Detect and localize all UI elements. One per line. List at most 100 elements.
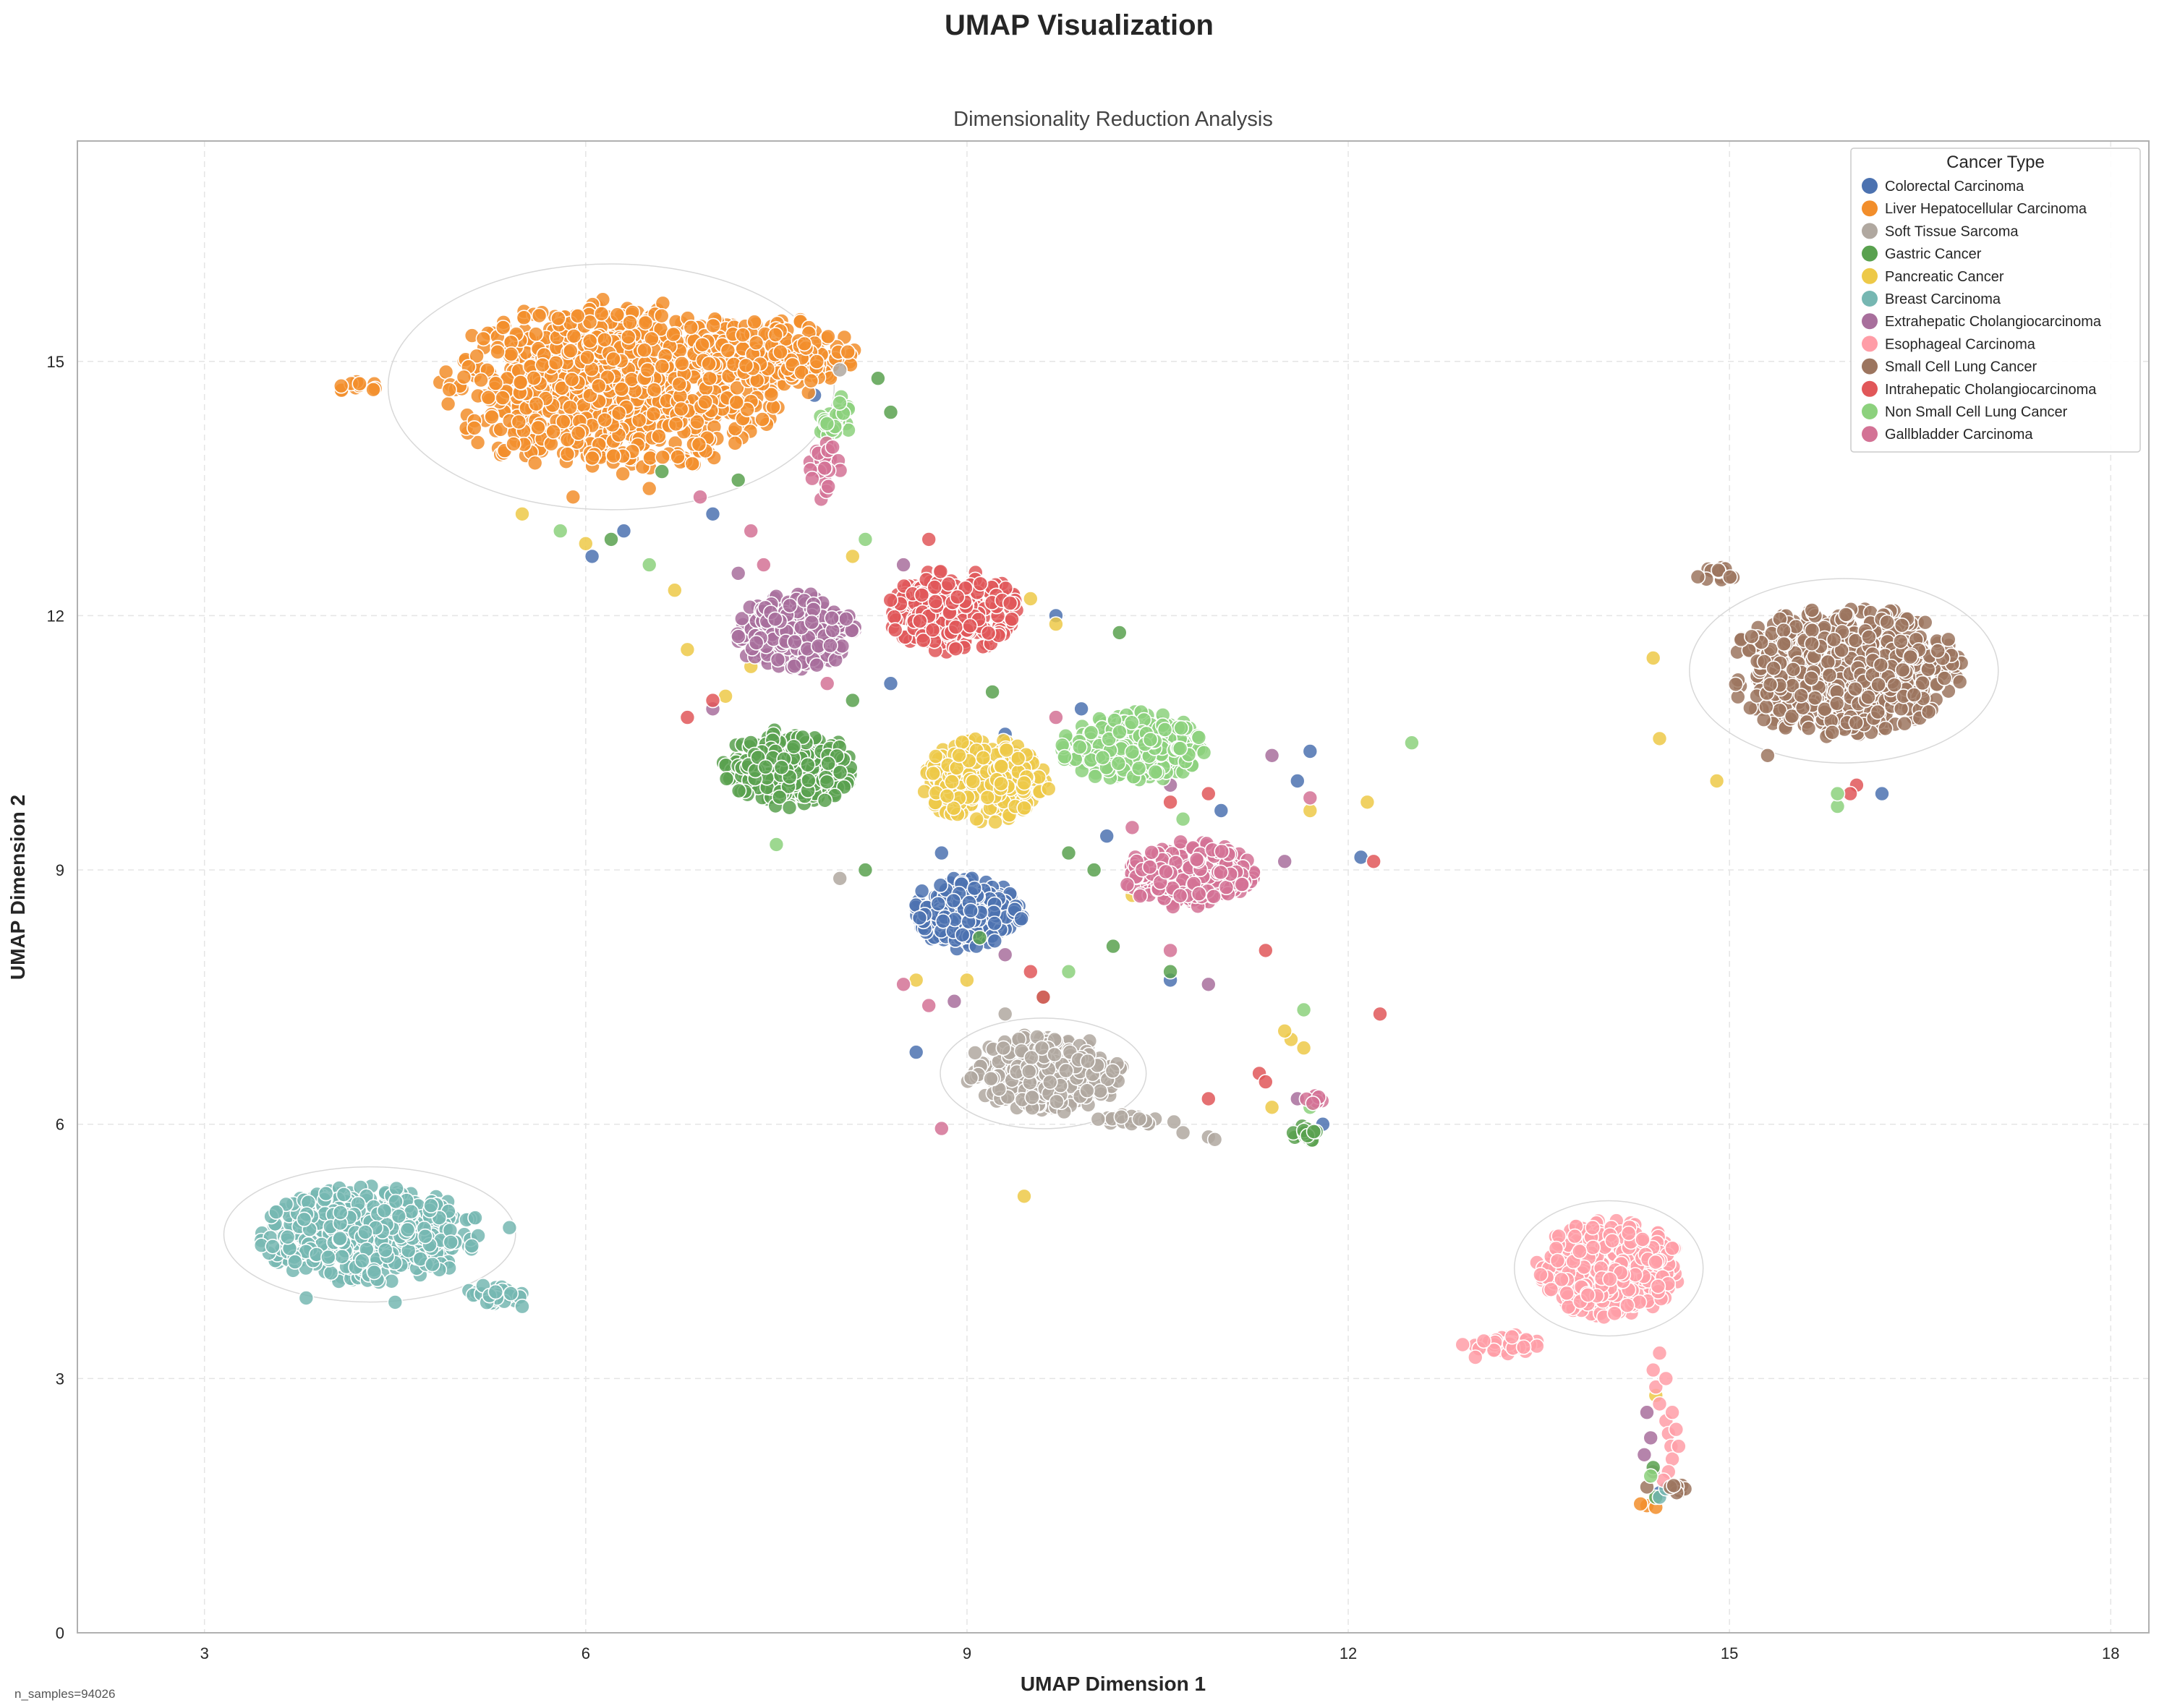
data-point [804, 614, 820, 631]
data-point [730, 565, 746, 581]
data-point [653, 307, 670, 324]
data-point [593, 306, 610, 322]
data-point [1041, 781, 1057, 797]
data-point [1804, 602, 1820, 618]
data-point [697, 394, 714, 410]
data-point [512, 374, 529, 390]
data-point [365, 381, 381, 398]
data-point [702, 370, 718, 387]
data-point [1048, 616, 1064, 632]
data-point [914, 883, 930, 899]
data-point [1902, 649, 1919, 665]
data-point [366, 1264, 383, 1281]
data-point [684, 456, 701, 472]
data-point [748, 335, 765, 351]
data-point [487, 1284, 504, 1300]
data-point [1870, 677, 1886, 693]
data-point [800, 757, 816, 773]
data-point [968, 811, 984, 827]
data-point [1602, 1271, 1618, 1287]
data-point [796, 336, 812, 352]
figure-suptitle: UMAP Visualization [945, 9, 1214, 41]
data-point [822, 637, 838, 654]
data-point [1213, 803, 1230, 819]
data-point [995, 1040, 1012, 1056]
data-point [1175, 1124, 1191, 1141]
data-point [1306, 1124, 1322, 1140]
data-point [1758, 699, 1774, 715]
data-point [730, 472, 746, 488]
data-point [1941, 631, 1956, 648]
data-point [1722, 569, 1738, 585]
data-point [1893, 633, 1909, 649]
data-point [738, 357, 754, 374]
data-point [1302, 743, 1319, 759]
data-point [1585, 1239, 1601, 1255]
data-point [1847, 680, 1863, 697]
data-point [1636, 1447, 1653, 1463]
data-point [490, 343, 506, 360]
data-point [466, 420, 482, 436]
data-point [1277, 853, 1293, 870]
data-point [939, 788, 955, 804]
cluster-outlines [223, 263, 1999, 1337]
data-point [1475, 1333, 1492, 1349]
data-point [639, 362, 656, 378]
data-point [934, 845, 950, 861]
data-point [1162, 963, 1178, 980]
data-point [637, 315, 654, 331]
data-point [1804, 622, 1821, 639]
data-point [287, 1254, 303, 1270]
data-point [748, 635, 765, 651]
data-point [666, 582, 683, 599]
data-point [832, 362, 848, 378]
data-point [514, 505, 530, 522]
data-point [605, 351, 621, 367]
data-point [503, 346, 519, 362]
data-point [1131, 1111, 1148, 1127]
data-point [268, 1204, 284, 1220]
data-point [265, 1239, 281, 1255]
data-point [1632, 1496, 1648, 1512]
data-point [1468, 1349, 1483, 1365]
data-point [1886, 677, 1902, 693]
data-point [1105, 938, 1121, 955]
data-point [579, 349, 595, 366]
data-point [577, 535, 594, 552]
data-point [757, 759, 774, 775]
data-point [320, 1249, 336, 1265]
data-point [597, 332, 613, 348]
data-point [279, 1229, 296, 1245]
data-point [809, 354, 825, 370]
data-point [1894, 617, 1910, 633]
data-point [1206, 1132, 1223, 1148]
data-point [1821, 667, 1838, 683]
data-point [1092, 1083, 1108, 1099]
data-point [1604, 1233, 1620, 1249]
data-point [352, 375, 368, 392]
data-point [1104, 1063, 1121, 1079]
data-point [683, 319, 699, 336]
data-point [332, 1230, 348, 1247]
data-point [1870, 704, 1886, 720]
data-point [440, 396, 456, 412]
data-point [645, 406, 662, 422]
data-point [545, 424, 561, 440]
data-point [1658, 1370, 1674, 1387]
data-point [1619, 1297, 1635, 1314]
series-esophageal-carcinoma [1455, 1213, 1687, 1488]
data-point [935, 913, 951, 929]
data-point [333, 377, 349, 394]
data-point [1671, 1438, 1687, 1454]
data-point [487, 375, 504, 392]
data-point [1295, 1040, 1312, 1056]
data-point [979, 790, 996, 806]
data-point [781, 800, 798, 816]
data-point [705, 317, 721, 334]
data-point [654, 358, 670, 375]
data-point [323, 1265, 339, 1281]
data-point [473, 372, 489, 388]
series-small-cell-lung-cancer [1639, 560, 1969, 1501]
data-point [993, 776, 1009, 792]
data-point [1776, 636, 1792, 652]
